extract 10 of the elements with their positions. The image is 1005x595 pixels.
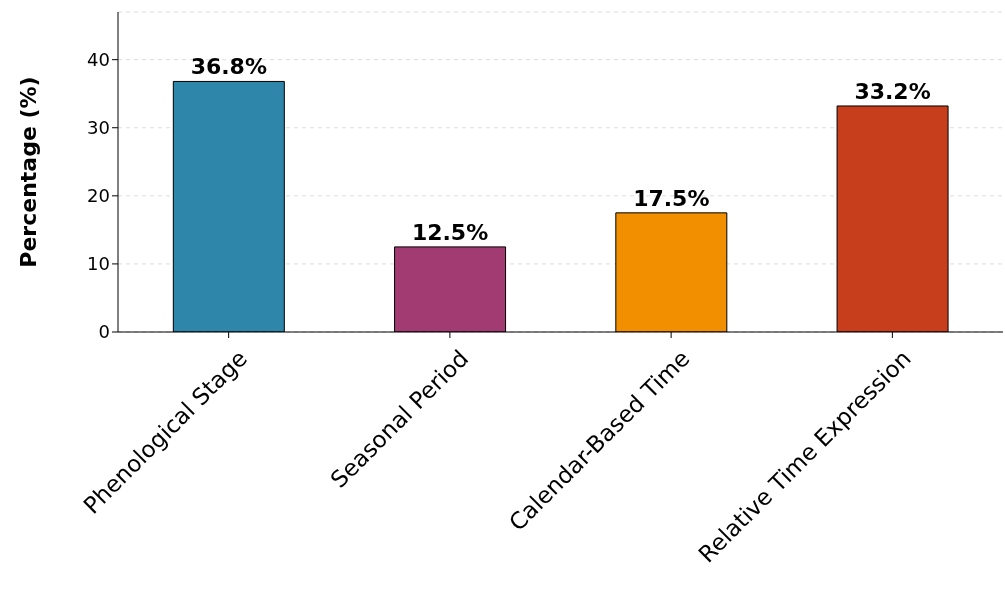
y-axis-title: Percentage (%) (15, 76, 41, 268)
y-tick-label: 40 (87, 49, 110, 71)
data-label: 33.2% (854, 78, 931, 104)
y-tick-label: 10 (87, 253, 110, 275)
y-tick-label: 20 (87, 185, 110, 207)
data-label: 12.5% (411, 219, 489, 245)
y-tick-label: 30 (87, 117, 110, 139)
data-label: 17.5% (633, 185, 710, 211)
y-tick-label: 0 (98, 321, 110, 343)
data-label: 36.8% (190, 54, 267, 80)
